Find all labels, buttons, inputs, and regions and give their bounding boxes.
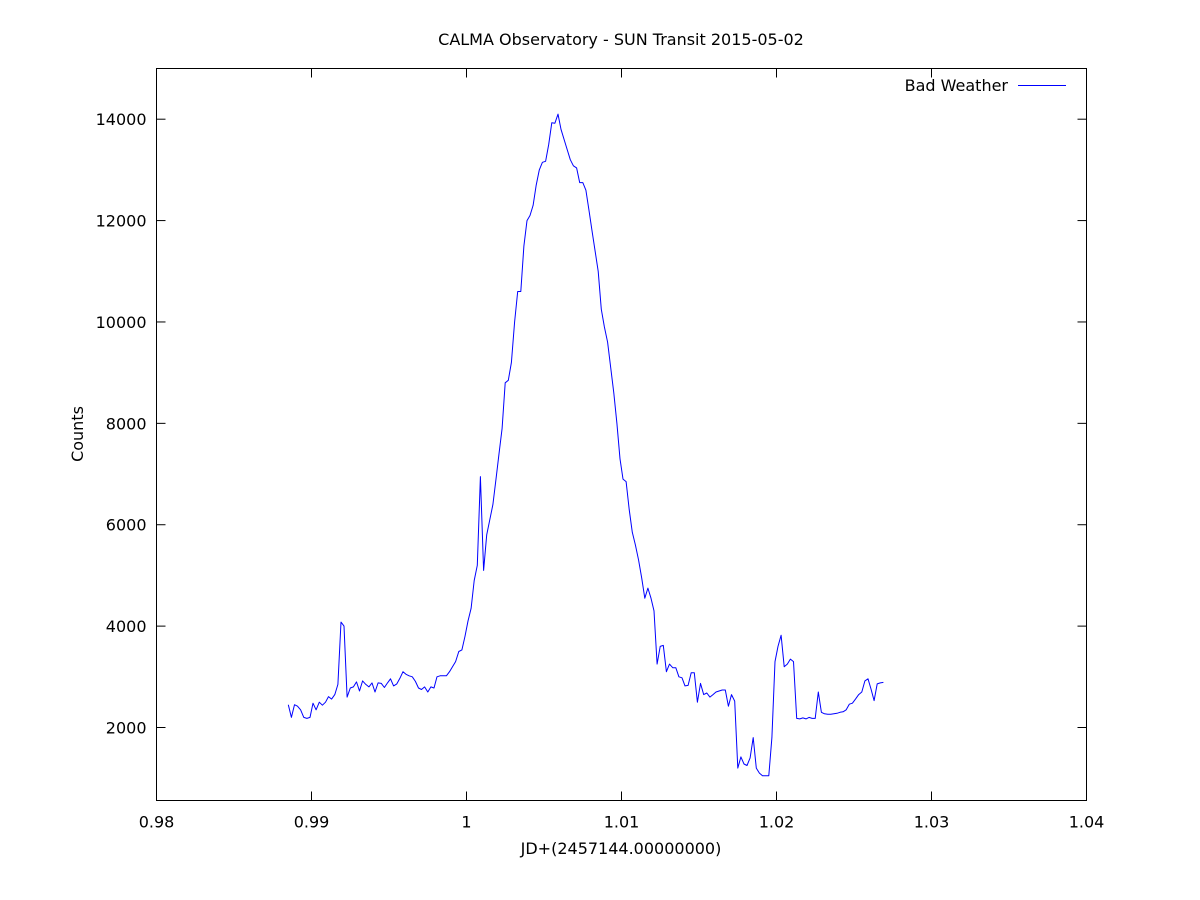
axis-ticks [156,68,1087,801]
x-tick-label: 1.01 [604,813,640,832]
legend-label: Bad Weather [905,76,1009,95]
y-tick-label: 8000 [106,414,147,433]
y-tick-label: 14000 [96,110,147,129]
y-tick-label: 4000 [106,617,147,636]
axis-tick-labels: 0.98 0.99 1 1.01 1.02 1.03 1.04 2000 4000 6000 800… [96,110,1105,831]
y-tick-label: 6000 [106,516,147,535]
x-tick-label: 1 [461,813,471,832]
y-tick-label: 12000 [96,212,147,231]
plot-frame [156,68,1087,801]
series-line [287,113,884,777]
x-tick-label: 1.04 [1069,813,1105,832]
chart-title: CALMA Observatory - SUN Transit 2015-05-… [438,30,804,49]
x-tick-label: 1.03 [914,813,950,832]
x-axis-label: JD+(2457144.00000000) [520,839,722,858]
y-tick-label: 10000 [96,313,147,332]
y-tick-label: 2000 [106,719,147,738]
x-tick-label: 0.98 [139,813,175,832]
x-tick-label: 0.99 [294,813,330,832]
y-axis-label: Counts [68,406,87,462]
legend: Bad Weather [905,76,1066,95]
x-tick-label: 1.02 [759,813,795,832]
series-layer [287,113,884,777]
